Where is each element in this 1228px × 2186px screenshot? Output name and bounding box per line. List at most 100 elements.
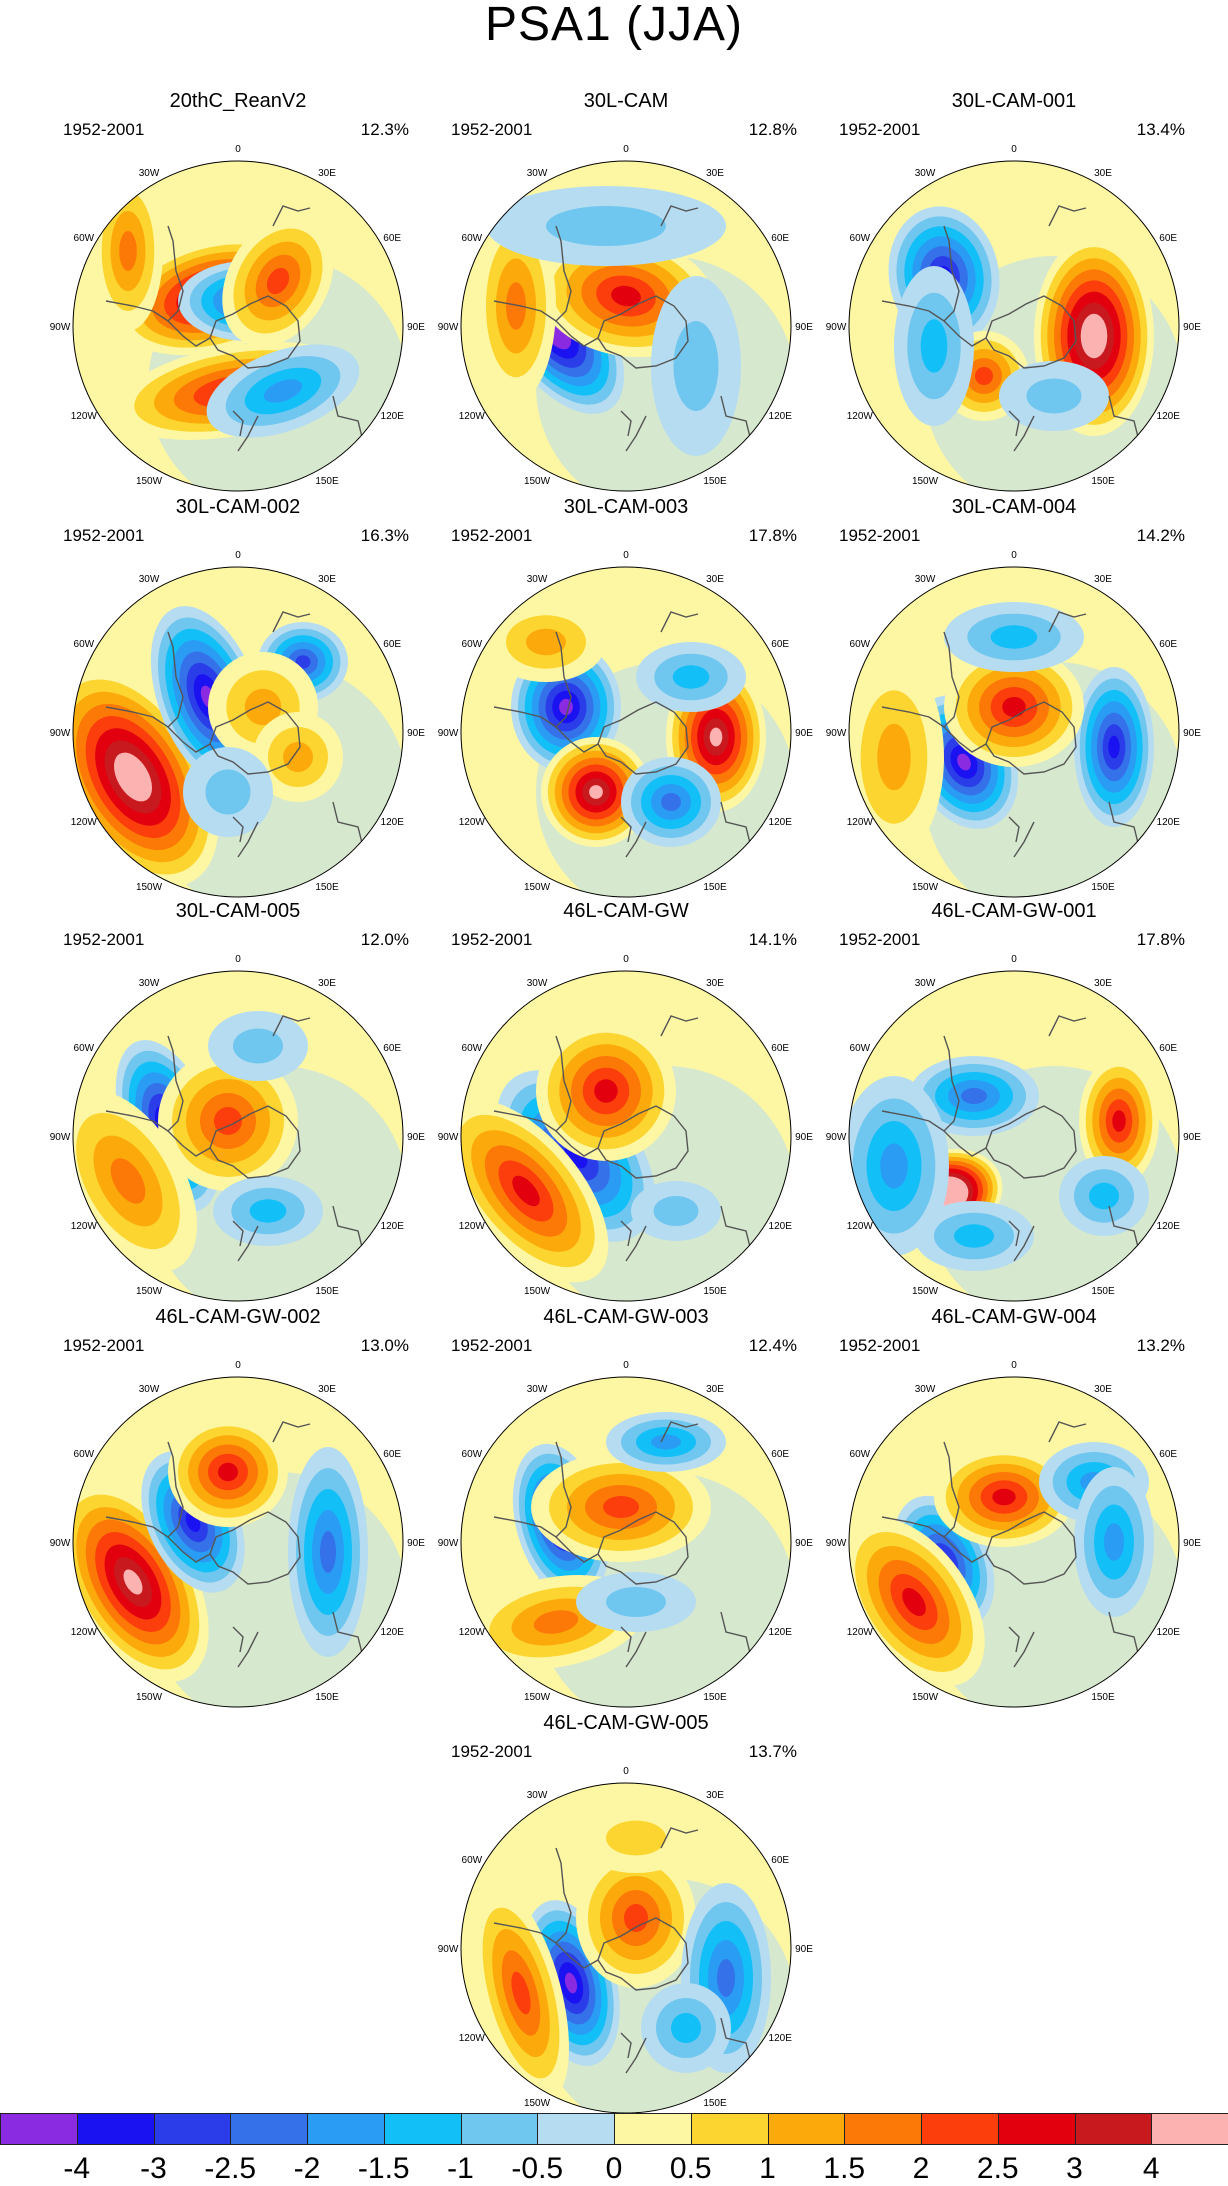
polar-map: 030E60E90E120E150E180150W120W90W60W30W [826, 1360, 1201, 1708]
longitude-label: 30W [527, 1384, 548, 1395]
longitude-label: 30W [915, 978, 936, 989]
longitude-label: 30E [706, 978, 724, 989]
longitude-label: 90W [50, 322, 71, 333]
negative-anomaly [1074, 667, 1154, 827]
map-boundary [848, 970, 1180, 1302]
negative-anomaly [944, 602, 1084, 672]
panel-variance-percent: 12.4% [748, 1336, 797, 1355]
map-boundary [460, 160, 792, 492]
longitude-label: 120W [71, 1627, 98, 1638]
colorbar-swatch [690, 2113, 769, 2145]
longitude-label: 0 [1011, 954, 1017, 965]
map-panel: 46L-CAM-GW-003 1952-2001 12.4% 0 30E 60E 90E 12… [431, 1306, 821, 1708]
polar-map: 030E60E90E120E150E180150W120W90W60W30W [50, 954, 425, 1302]
colorbar-label: 4 [1142, 2152, 1160, 2185]
map-boundary [72, 970, 404, 1302]
positive-anomaly [944, 647, 1084, 767]
longitude-label: 60W [74, 639, 95, 650]
colorbar-label: -0.5 [511, 2152, 564, 2185]
longitude-label: 120W [847, 1627, 874, 1638]
colorbar-swatch [844, 2113, 922, 2145]
longitude-label: 120W [459, 817, 486, 828]
longitude-label: 150W [136, 476, 163, 487]
negative-anomaly [486, 186, 726, 266]
coastlines [105, 1421, 364, 1668]
longitude-label: 90E [795, 1132, 813, 1143]
panel-title: 46L-CAM-GW-005 [543, 1712, 709, 1734]
colorbar-swatch [1151, 2113, 1228, 2145]
longitude-label: 150E [315, 476, 339, 487]
longitude-label: 90E [1183, 728, 1201, 739]
colorbar-label: -4 [63, 2152, 91, 2185]
polar-map: 030E60E90E120E150E180150W120W90W60W30W [826, 144, 1201, 492]
map-panel: 30L-CAM-002 1952-2001 16.3% 0 30E 60E 90E 120E 1… [43, 496, 433, 898]
map-boundary [460, 566, 792, 898]
longitude-label: 30W [139, 1384, 160, 1395]
negative-anomaly [213, 1176, 323, 1246]
positive-anomaly [576, 1803, 696, 1873]
longitude-label: 90E [795, 1944, 813, 1955]
coastlines [493, 1421, 752, 1668]
longitude-label: 150W [524, 882, 551, 893]
longitude-label: 120E [1157, 411, 1181, 422]
map-panel: 46L-CAM-GW 1952-2001 14.1% 0 30E 60E 90E 120E 15… [431, 900, 821, 1302]
panel-title: 46L-CAM-GW-003 [543, 1306, 709, 1328]
positive-anomaly [1079, 1056, 1159, 1186]
longitude-label: 120E [381, 1221, 405, 1232]
positive-anomaly [168, 1417, 288, 1527]
longitude-label: 150W [524, 1692, 551, 1703]
longitude-label: 150W [136, 1286, 163, 1297]
longitude-label: 120W [847, 411, 874, 422]
longitude-label: 60E [383, 1043, 401, 1054]
longitude-label: 60W [74, 233, 95, 244]
longitude-label: 120E [769, 411, 793, 422]
panel-variance-percent: 12.8% [748, 120, 797, 139]
longitude-label: 30E [706, 1790, 724, 1801]
longitude-label: 0 [1011, 1360, 1017, 1371]
coastlines [105, 611, 364, 858]
panel-title: 46L-CAM-GW-002 [155, 1306, 321, 1328]
colorbar-swatch [0, 2113, 78, 2145]
longitude-label: 60W [462, 233, 483, 244]
polar-map: 030E60E90E120E150E180150W120W90W60W30W [438, 1360, 813, 1708]
longitude-label: 0 [623, 550, 629, 561]
map-panel: 30L-CAM 1952-2001 12.8% 0 30E 60E 90E 120E 150E 1… [431, 90, 821, 492]
longitude-label: 120W [459, 1221, 486, 1232]
negative-anomaly [631, 1181, 721, 1241]
longitude-label: 120E [769, 2033, 793, 2044]
longitude-label: 60E [1159, 1043, 1177, 1054]
longitude-label: 150E [315, 1692, 339, 1703]
longitude-label: 30E [1094, 574, 1112, 585]
longitude-label: 150E [703, 1286, 727, 1297]
positive-anomaly [473, 1886, 569, 2100]
panel-period: 1952-2001 [839, 1336, 921, 1355]
negative-anomaly [183, 747, 273, 837]
colorbar-swatch [537, 2113, 615, 2145]
coastlines [493, 1827, 752, 2074]
longitude-label: 150E [315, 1286, 339, 1297]
longitude-label: 30W [915, 574, 936, 585]
panel-variance-percent: 16.3% [360, 526, 409, 545]
colorbar-label: -2 [293, 2152, 321, 2185]
longitude-label: 0 [235, 1360, 241, 1371]
longitude-label: 60W [462, 1449, 483, 1460]
panel-period: 1952-2001 [63, 526, 145, 545]
map-boundary [848, 566, 1180, 898]
longitude-label: 30E [1094, 168, 1112, 179]
map-panel: 46L-CAM-GW-001 1952-2001 17.8% 0 30E 60E 90E 12… [819, 900, 1209, 1302]
longitude-label: 120E [381, 1627, 405, 1638]
longitude-label: 0 [623, 954, 629, 965]
negative-anomaly [651, 276, 741, 456]
polar-map: 030E60E90E120E150E180150W120W90W60W30W [438, 954, 813, 1302]
longitude-label: 60W [74, 1043, 95, 1054]
map-panel: 46L-CAM-GW-002 1952-2001 13.0% 0 30E 60E 90E 12… [43, 1306, 433, 1708]
map-boundary [848, 160, 1180, 492]
longitude-label: 120E [769, 1221, 793, 1232]
longitude-label: 120W [847, 1221, 874, 1232]
longitude-label: 120W [847, 817, 874, 828]
panel-title: 30L-CAM-004 [951, 496, 1077, 518]
panel-title: 30L-CAM-005 [175, 900, 301, 922]
polar-map: 030E60E90E120E150E180150W120W90W60W30W [438, 144, 813, 492]
panel-variance-percent: 14.1% [748, 930, 797, 949]
positive-anomaly [576, 1848, 696, 1988]
